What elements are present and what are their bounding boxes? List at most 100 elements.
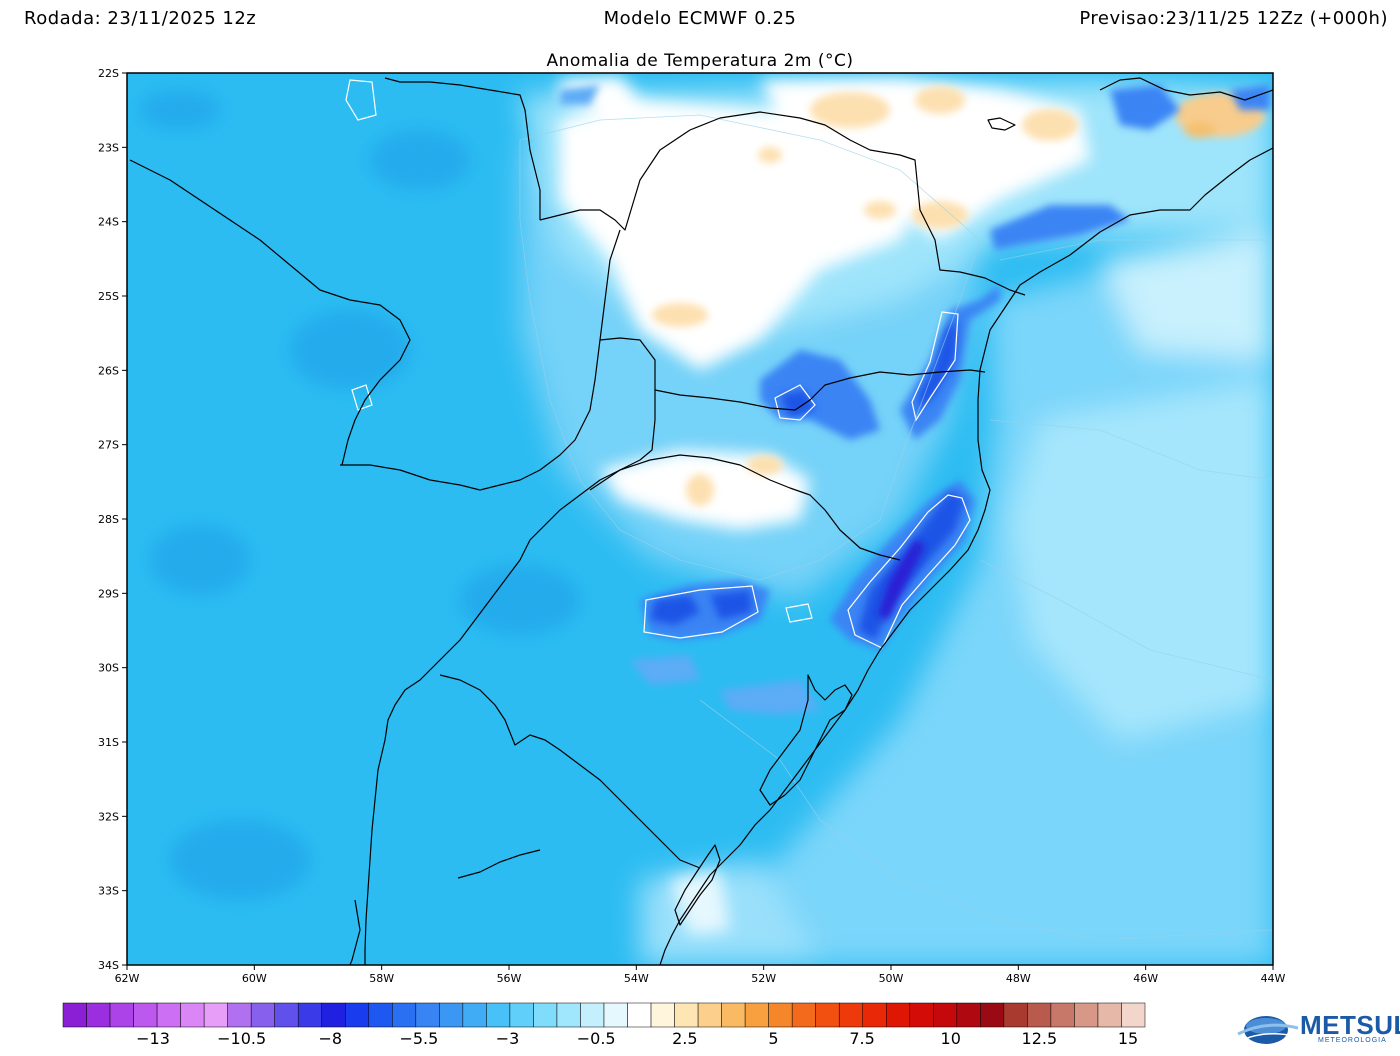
field-ocean-lighter — [1010, 380, 1273, 740]
country-border — [599, 337, 656, 390]
contour-line — [979, 559, 1273, 681]
lagoon-outline — [759, 674, 853, 806]
cold-band-south2 — [630, 655, 700, 685]
coastline — [659, 147, 1273, 965]
contour-line — [911, 311, 959, 422]
globe-icon — [1237, 1016, 1299, 1044]
lat-axis: 22S 23S 24S 25S 26S 27S 28S 29S 30S 31S 32S 33S 34S — [98, 67, 127, 972]
colorbar-swatch — [415, 1002, 440, 1028]
metsul-logo: METSUL METEOROLOGIA — [1232, 1006, 1400, 1052]
model-label: Modelo ECMWF 0.25 — [603, 8, 797, 29]
run-time-label: Rodada: 23/11/2025 12z — [24, 8, 257, 29]
lagoon-outline — [674, 844, 721, 926]
cold-core-west2 — [710, 590, 752, 620]
colorbar-swatch — [509, 1002, 534, 1028]
colorbar-swatch — [791, 1002, 816, 1028]
cold-patch — [150, 525, 250, 595]
cold-patch — [170, 820, 310, 900]
lon-tick-label: 50W — [879, 972, 904, 985]
country-border — [129, 159, 411, 466]
field-ocean-pale — [1100, 230, 1273, 360]
lat-tick-label: 29S — [98, 587, 119, 600]
cold-core-east — [918, 320, 958, 410]
cold-core-west — [650, 595, 700, 625]
colorbar-swatch — [133, 1002, 158, 1028]
colorbar — [62, 1002, 1146, 1028]
lat-tick-label: 23S — [98, 141, 119, 154]
warm-patch — [915, 86, 965, 114]
colorbar-swatch — [62, 1002, 87, 1028]
state-border — [539, 111, 1026, 296]
lat-tick-label: 34S — [98, 959, 119, 972]
cold-core-central — [780, 390, 815, 418]
colorbar-swatch — [674, 1002, 699, 1028]
colorbar-swatch — [203, 1002, 228, 1028]
anomaly-field — [127, 73, 1273, 965]
cold-band-south — [720, 680, 820, 715]
colorbar-swatch — [250, 1002, 275, 1028]
colorbar-label: −3 — [496, 1029, 520, 1048]
colorbar-swatch — [556, 1002, 581, 1028]
colorbar-swatch — [533, 1002, 558, 1028]
colorbar-label: 2.5 — [672, 1029, 697, 1048]
colorbar-label: 5 — [768, 1029, 778, 1048]
warm-patch — [864, 201, 896, 219]
colorbar-swatch — [1121, 1002, 1146, 1028]
colorbar-swatch — [297, 1002, 322, 1028]
colorbar-swatch — [1027, 1002, 1052, 1028]
lon-tick-label: 48W — [1006, 972, 1031, 985]
lat-tick-label: 26S — [98, 364, 119, 377]
colorbar-swatch — [980, 1002, 1005, 1028]
colorbar-swatch — [886, 1002, 911, 1028]
contour-line — [989, 419, 1273, 481]
colorbar-swatch — [815, 1002, 840, 1028]
colorbar-swatch — [838, 1002, 863, 1028]
colorbar-swatch — [1050, 1002, 1075, 1028]
colorbar-swatch — [156, 1002, 181, 1028]
colorbar-swatch — [933, 1002, 958, 1028]
lat-tick-label: 27S — [98, 439, 119, 452]
colorbar-swatch — [180, 1002, 205, 1028]
borders — [129, 77, 1273, 965]
map-title: Anomalia de Temperatura 2m (°C) — [546, 51, 854, 71]
colorbar-swatch — [697, 1002, 722, 1028]
colorbar-swatch — [744, 1002, 769, 1028]
colorbar-swatch — [603, 1002, 628, 1028]
lat-tick-label: 33S — [98, 885, 119, 898]
lon-tick-label: 62W — [115, 972, 140, 985]
colorbar-swatch — [627, 1002, 652, 1028]
colorbar-swatch — [956, 1002, 981, 1028]
colorbar-swatch — [345, 1002, 370, 1028]
coastline-islands — [1099, 77, 1273, 101]
logo-name: METSUL — [1300, 1010, 1400, 1040]
warm-patch — [686, 474, 714, 506]
colorbar-labels: −13 −10.5 −8 −5.5 −3 −0.5 2.5 5 7.5 10 12.5 15 — [136, 1029, 1138, 1048]
lat-tick-label: 31S — [98, 736, 119, 749]
field-neutral-coast — [670, 870, 730, 935]
colorbar-swatch — [1003, 1002, 1028, 1028]
colorbar-swatch — [909, 1002, 934, 1028]
cold-band-sp — [990, 205, 1130, 250]
colorbar-swatch — [368, 1002, 393, 1028]
colorbar-swatch — [274, 1002, 299, 1028]
cold-band-nw — [560, 85, 600, 105]
forecast-time-label: Previsao:23/11/25 12Zz (+000h) — [1079, 8, 1388, 29]
contour-line — [345, 79, 377, 121]
warm-patch — [652, 303, 708, 327]
colorbar-swatch — [227, 1002, 252, 1028]
lon-tick-label: 46W — [1133, 972, 1158, 985]
contour-line — [519, 114, 981, 581]
lat-tick-label: 32S — [98, 810, 119, 823]
colorbar-swatch — [721, 1002, 746, 1028]
lon-tick-label: 54W — [624, 972, 649, 985]
logo-subtitle: METEOROLOGIA — [1318, 1037, 1387, 1044]
state-border — [589, 454, 901, 561]
lat-tick-label: 30S — [98, 662, 119, 675]
colorbar-label: 10 — [941, 1029, 961, 1048]
colorbar-swatch — [86, 1002, 111, 1028]
lon-tick-label: 56W — [497, 972, 522, 985]
cold-extreme-core — [878, 540, 925, 620]
state-border — [654, 369, 986, 411]
warm-patch — [758, 147, 782, 163]
colorbar-label: 15 — [1118, 1029, 1138, 1048]
